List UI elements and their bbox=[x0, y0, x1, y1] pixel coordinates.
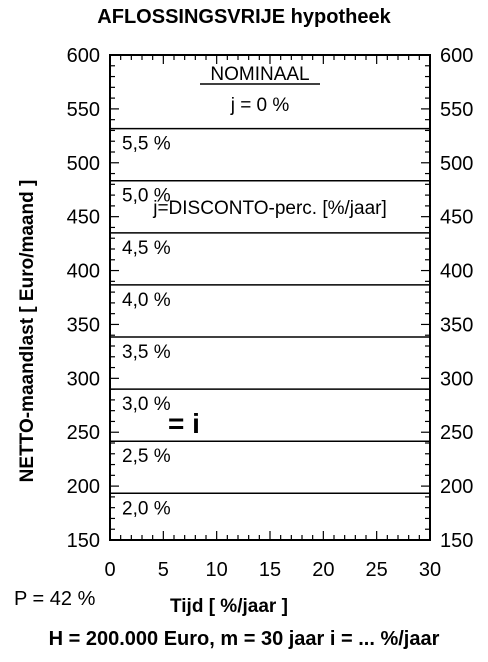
series-label: 4,5 % bbox=[122, 238, 171, 259]
series-label: 5,5 % bbox=[122, 134, 171, 155]
series-lines bbox=[110, 127, 430, 495]
equals-i-annotation: = i bbox=[168, 408, 200, 439]
y-tick-label-left: 250 bbox=[67, 422, 100, 444]
series-label: 3,5 % bbox=[122, 342, 171, 363]
series-label: 2,5 % bbox=[122, 446, 171, 467]
y-tick-label-right: 200 bbox=[440, 476, 473, 498]
x-axis-label: Tijd [ %/jaar ] bbox=[170, 596, 288, 617]
discount-annotation: j=DISCONTO-perc. [%/jaar] bbox=[152, 198, 387, 219]
y-tick-label-left: 450 bbox=[67, 207, 100, 229]
y-tick-label-left: 550 bbox=[67, 99, 100, 121]
x-tick-label: 10 bbox=[206, 559, 228, 581]
axis-ticks bbox=[109, 54, 431, 541]
y-tick-label-left: 150 bbox=[67, 530, 100, 552]
x-tick-label: 5 bbox=[158, 559, 169, 581]
y-tick-label-right: 450 bbox=[440, 207, 473, 229]
y-tick-label-right: 350 bbox=[440, 314, 473, 336]
y-tick-label-left: 600 bbox=[67, 45, 100, 67]
series-label: 5,0 % bbox=[122, 186, 171, 207]
y-tick-label-right: 250 bbox=[440, 422, 473, 444]
y-tick-label-right: 600 bbox=[440, 45, 473, 67]
series-labels: 2,0 % 2,5 % 3,0 % 3,5 % 4,0 % 4,5 % 5,0 % 5,5 % bbox=[122, 134, 171, 520]
y-tick-label-left: 500 bbox=[67, 153, 100, 175]
y-tick-label-left: 400 bbox=[67, 261, 100, 283]
nominaal-annotation: NOMINAAL bbox=[210, 64, 309, 85]
x-tick-label: 15 bbox=[259, 559, 281, 581]
y-tick-label-right: 500 bbox=[440, 153, 473, 175]
x-tick-label: 30 bbox=[419, 559, 441, 581]
x-tick-label: 20 bbox=[312, 559, 334, 581]
j-zero-annotation: j = 0 % bbox=[230, 95, 290, 116]
series-label: 4,0 % bbox=[122, 290, 171, 311]
y-tick-label-right: 550 bbox=[440, 99, 473, 121]
formula-note: H = 200.000 Euro, m = 30 jaar i = ... %/… bbox=[48, 628, 440, 650]
y-tick-label-right: 150 bbox=[440, 530, 473, 552]
series-label: 3,0 % bbox=[122, 394, 171, 415]
chart-title: AFLOSSINGSVRIJE hypotheek bbox=[97, 6, 391, 28]
y-tick-label-left: 300 bbox=[67, 368, 100, 390]
x-tick-label: 0 bbox=[104, 559, 115, 581]
y-tick-label-right: 300 bbox=[440, 368, 473, 390]
series-label: 2,0 % bbox=[122, 498, 171, 519]
y-tick-label-right: 400 bbox=[440, 261, 473, 283]
p-value-note: P = 42 % bbox=[14, 588, 96, 610]
x-tick-label: 25 bbox=[366, 559, 388, 581]
y-tick-label-left: 350 bbox=[67, 314, 100, 336]
y-tick-label-left: 200 bbox=[67, 476, 100, 498]
